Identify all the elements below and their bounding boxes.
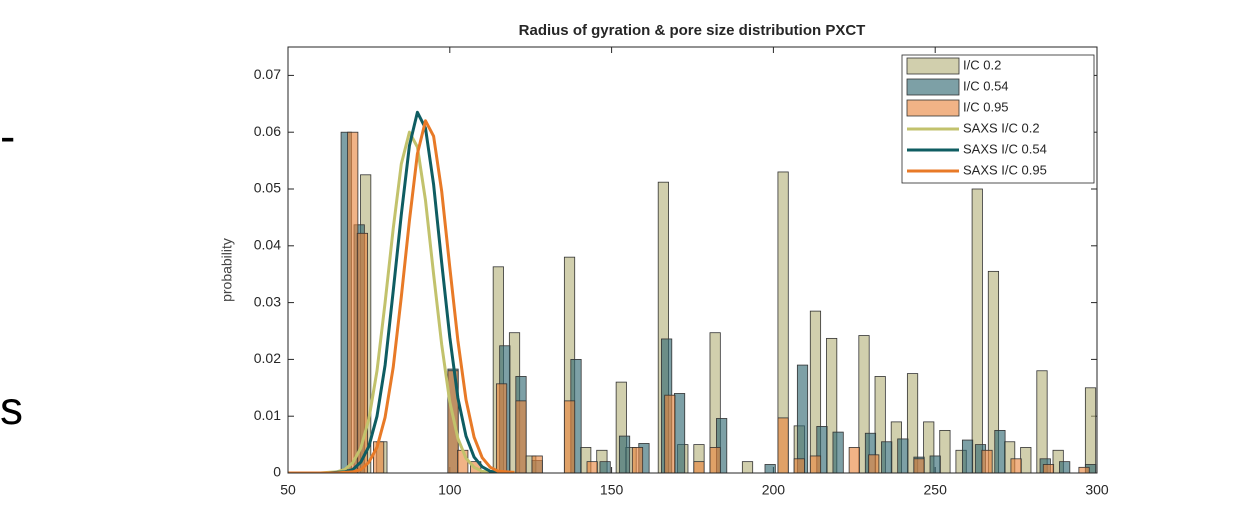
bar (1010, 458, 1022, 473)
bar (897, 438, 909, 473)
bar (848, 447, 860, 473)
bar (709, 447, 721, 473)
bar (809, 455, 822, 473)
bar (515, 400, 527, 473)
bar (777, 171, 789, 473)
bar (657, 181, 669, 473)
bar (777, 417, 789, 473)
bar (929, 455, 941, 473)
legend-label: I/C 0.54 (963, 78, 1009, 93)
bar (816, 426, 828, 473)
bar (1020, 447, 1032, 473)
bar (1059, 461, 1071, 473)
bar (531, 455, 543, 473)
axes-box (287, 46, 1098, 474)
bar (809, 310, 822, 473)
legend-label: I/C 0.2 (963, 57, 1001, 72)
bar (1084, 387, 1097, 473)
y-axis-label: probability (219, 238, 235, 302)
x-tick-label: 200 (762, 482, 786, 498)
chart-title: Radius of gyration & pore size distribut… (519, 22, 866, 39)
bar (693, 444, 705, 473)
bar (832, 431, 844, 473)
bar (913, 458, 925, 473)
y-tick-label: 0.02 (254, 350, 281, 366)
bar (664, 394, 676, 473)
bar (1042, 464, 1055, 473)
bar (618, 435, 631, 473)
side-text: s (0, 382, 23, 434)
y-tick-label: 0.06 (254, 123, 281, 139)
bar (796, 364, 809, 473)
bar (868, 454, 880, 473)
x-tick-label: 150 (600, 482, 624, 498)
bar (347, 131, 359, 473)
bar (1078, 466, 1090, 473)
legend-box (901, 54, 1095, 184)
bar (923, 421, 935, 473)
y-tick-label: 0.05 (254, 180, 281, 196)
bar (764, 464, 776, 473)
line (288, 119, 515, 473)
bar (881, 441, 893, 473)
bar (586, 461, 598, 473)
bar (906, 373, 919, 473)
legend-swatch (906, 78, 960, 96)
y-tick-label: 0.01 (254, 407, 281, 423)
legend-label: I/C 0.95 (963, 99, 1009, 114)
bar (858, 335, 870, 473)
legend-swatch (906, 99, 960, 117)
bar (495, 383, 508, 473)
x-tick-label: 100 (438, 482, 462, 498)
x-tick-label: 250 (924, 482, 948, 498)
bar (563, 400, 576, 473)
bar (961, 439, 974, 473)
y-tick-label: 0.07 (254, 66, 281, 82)
bar (971, 188, 983, 473)
bar (709, 332, 721, 473)
legend-label: SAXS I/C 0.2 (963, 120, 1040, 135)
y-tick-label: 0.03 (254, 293, 281, 309)
bar (673, 393, 686, 473)
side-text: - (0, 110, 15, 162)
y-tick-label: 0.04 (254, 237, 281, 253)
bar (939, 429, 951, 473)
bar (826, 337, 838, 473)
bar (356, 232, 369, 473)
bar (981, 449, 993, 473)
legend-label: SAXS I/C 0.54 (963, 141, 1047, 156)
bar (599, 461, 611, 473)
bar (631, 447, 644, 473)
bar (874, 376, 886, 473)
bar (741, 461, 754, 473)
bar (693, 461, 705, 473)
bar (1036, 370, 1048, 473)
legend-label: SAXS I/C 0.95 (963, 162, 1047, 177)
line (288, 130, 515, 473)
x-tick-label: 50 (280, 482, 296, 498)
y-tick-label: 0 (273, 464, 281, 480)
bar (793, 458, 805, 473)
bar (994, 429, 1006, 473)
x-tick-label: 300 (1085, 482, 1109, 498)
legend-swatch (906, 57, 960, 75)
